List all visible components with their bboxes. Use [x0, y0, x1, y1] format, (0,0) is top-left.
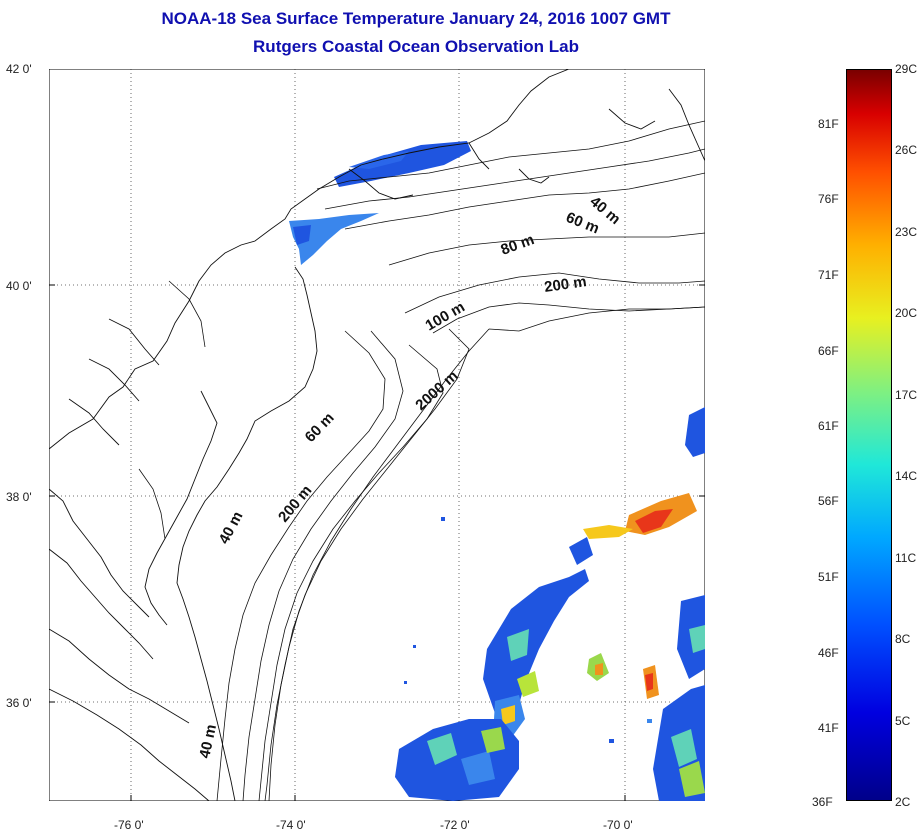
colorbar-f-label-56: 56F — [818, 494, 839, 508]
chart-subtitle: Rutgers Coastal Ocean Observation Lab — [253, 37, 579, 56]
sst-offshore-pixels — [395, 407, 705, 801]
isobath-label-40m-south: 40 m — [196, 723, 220, 760]
colorbar-f-label-66: 66F — [818, 344, 839, 358]
colorbar-f-label-76: 76F — [818, 192, 839, 206]
colorbar-f-label-61: 61F — [818, 419, 839, 433]
chart-title: NOAA-18 Sea Surface Temperature January … — [161, 9, 671, 28]
colorbar-c-label-20: 20C — [895, 306, 918, 320]
graticule — [49, 69, 705, 801]
colorbar-c-label-11: 11C — [895, 551, 917, 565]
colorbar-f-label-81: 81F — [818, 117, 839, 131]
colorbar-c-label-2: 2C — [895, 795, 911, 809]
isobath-label-200m-north: 200 m — [543, 273, 587, 296]
colorbar-f-label-71: 71F — [818, 268, 839, 282]
lon-tick-label-72: -72 0' — [440, 818, 470, 832]
colorbar-f-label-51: 51F — [818, 570, 839, 584]
isobaths — [138, 120, 705, 801]
coastline — [49, 69, 705, 801]
colorbar-c-label-17: 17C — [895, 388, 918, 402]
colorbar-c-label-8: 8C — [895, 632, 911, 646]
lat-tick-label-38: 38 0' — [6, 490, 32, 504]
lat-tick-label-36: 36 0' — [6, 696, 32, 710]
colorbar-f-label-46: 46F — [818, 646, 839, 660]
sst-map: 40 m 60 m 80 m 200 m 100 m 2000 m 60 m 4… — [49, 69, 705, 801]
colorbar-c-label-23: 23C — [895, 225, 918, 239]
colorbar — [846, 69, 892, 801]
colorbar-c-label-14: 14C — [895, 469, 918, 483]
lat-tick-label-42: 42 0' — [6, 62, 32, 76]
colorbar-c-label-5: 5C — [895, 714, 911, 728]
colorbar-f-label-41: 41F — [818, 721, 839, 735]
colorbar-c-label-29: 29C — [895, 62, 918, 76]
lat-tick-label-40: 40 0' — [6, 279, 32, 293]
lon-tick-label-70: -70 0' — [603, 818, 633, 832]
colorbar-f-label-36: 36F — [812, 795, 833, 809]
colorbar-c-label-26: 26C — [895, 143, 918, 157]
lon-tick-label-74: -74 0' — [276, 818, 306, 832]
lon-tick-label-76: -76 0' — [114, 818, 144, 832]
